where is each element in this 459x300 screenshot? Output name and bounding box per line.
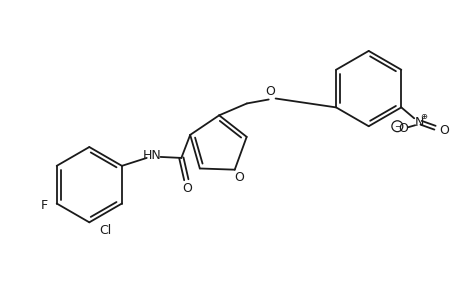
- Text: O: O: [233, 171, 243, 184]
- Text: N: N: [414, 116, 423, 129]
- Text: O: O: [397, 122, 407, 135]
- Text: O: O: [265, 85, 275, 98]
- Text: F: F: [40, 199, 48, 212]
- Text: Cl: Cl: [99, 224, 111, 237]
- Text: O: O: [438, 124, 448, 137]
- Text: −: −: [393, 122, 400, 131]
- Text: O: O: [182, 182, 192, 195]
- Text: HN: HN: [142, 149, 161, 162]
- Text: ⊕: ⊕: [420, 112, 427, 121]
